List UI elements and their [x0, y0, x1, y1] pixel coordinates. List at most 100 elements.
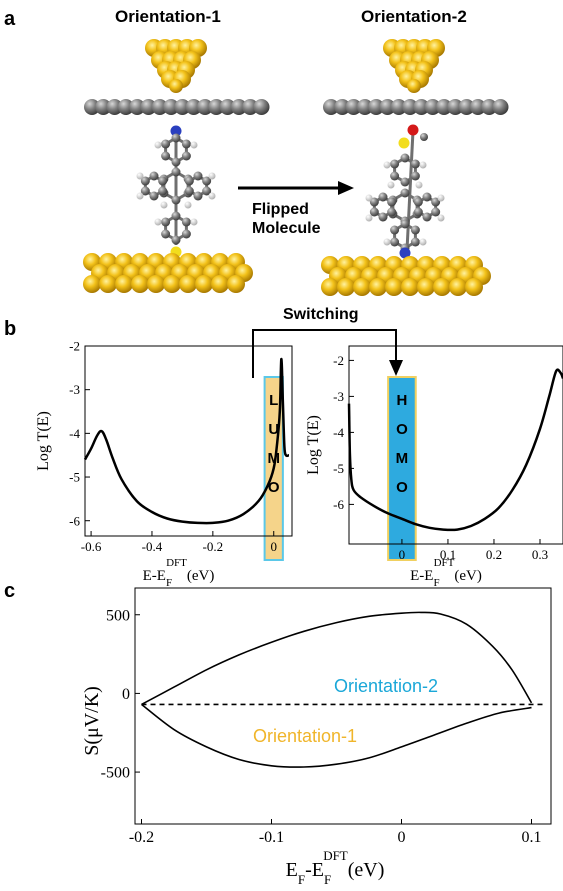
hydrogen-atom [160, 201, 168, 209]
y-axis-label: Log T(E) [305, 415, 322, 475]
carbon-atom [400, 219, 410, 229]
flipped-label-line1: Flipped [252, 201, 309, 218]
hydrogen-atom [419, 238, 427, 246]
sulfur-atom [398, 137, 410, 149]
y-tick-label: -5 [69, 470, 80, 485]
plot-frame [84, 345, 293, 537]
hydrogen-atom [190, 141, 198, 149]
carbon-atom [202, 176, 212, 186]
carbon-atom [387, 197, 397, 207]
gold-atom [169, 79, 183, 93]
x-tick-label: -0.2 [203, 539, 224, 554]
hydrogen-atom [365, 194, 373, 202]
hydrogen-atom [365, 214, 373, 222]
carbon-atom [158, 186, 168, 196]
x-tick-label: -0.1 [259, 829, 284, 846]
homo-box [387, 376, 417, 561]
hydrogen-atom [136, 192, 144, 200]
gold-atom [401, 278, 419, 296]
x-tick-label: -0.2 [129, 829, 154, 846]
molecular-junction-illustration [83, 39, 509, 296]
hydrogen-atom [437, 194, 445, 202]
switching-arrow-head [389, 360, 403, 376]
carbon-atom [378, 212, 388, 222]
carbon-atom [422, 192, 432, 202]
x-axis-label: E-EFDFT(eV) [143, 557, 215, 589]
x-tick-label: 0.3 [532, 547, 548, 562]
carbon-atom [422, 212, 432, 222]
homo-letter: O [396, 421, 408, 438]
gold-atom [115, 275, 133, 293]
carbon-atom [390, 171, 400, 181]
graphene-atom [230, 99, 247, 115]
flipped-molecule-label: Flipped Molecule [252, 200, 320, 238]
carbon-atom [149, 171, 159, 181]
panel-b-letter: b [4, 318, 17, 340]
carbon-atom [158, 176, 168, 186]
hydrogen-atom [208, 192, 216, 200]
plot-frame [134, 587, 552, 825]
hydrogen-atom [154, 218, 162, 226]
carbon-atom [181, 151, 191, 161]
carbon-atom [400, 153, 410, 163]
graphene-atom [197, 99, 213, 115]
seebeck-chart: -0.2 -0.1 0 0.1 500 0 -500 Orientation-2 Orienta… [81, 587, 552, 887]
nitrogen-atom [170, 125, 182, 137]
carbon-atom [202, 186, 212, 196]
graphene-atom [492, 99, 509, 115]
graphene-atom [447, 99, 464, 115]
carbon-atom [193, 191, 203, 201]
graphene-atom [481, 99, 498, 115]
gold-atom [385, 278, 403, 296]
homo-letter: H [397, 392, 408, 409]
x-tick-label: 0.2 [486, 547, 502, 562]
graphene-atom [219, 99, 236, 115]
carbon-atom [413, 197, 423, 207]
panel-c-letter: c [4, 580, 16, 602]
hydrogen-atom [415, 181, 423, 189]
graphene-atom [84, 99, 100, 115]
carbon-atom [184, 186, 194, 196]
graphene-atom [106, 99, 123, 115]
y-tick-label: -3 [69, 382, 80, 397]
x-axis-label: EF-EFDFT(eV) [286, 848, 385, 887]
gold-atom [179, 275, 197, 293]
lumo-letter: O [268, 479, 280, 496]
seebeck-curve-orientation-1 [141, 703, 532, 768]
switching-label: Switching [283, 306, 359, 323]
carbon-atom [161, 229, 171, 239]
y-tick-label: -4 [333, 425, 344, 440]
x-tick-label: 0 [398, 829, 406, 846]
carbon-atom [184, 176, 194, 186]
panel-a-letter: a [4, 8, 16, 30]
hydrogen-atom [419, 161, 427, 169]
graphene-atom [424, 99, 441, 115]
gold-atom [195, 275, 213, 293]
gold-atom [99, 275, 117, 293]
carbon-atom [181, 217, 191, 227]
graphene-atom [129, 99, 146, 115]
orientation-2-title: Orientation-2 [361, 7, 467, 26]
carbon-atom [413, 207, 423, 217]
lumo-letter: M [267, 450, 280, 467]
carbon-atom [420, 133, 428, 141]
graphene-atom [469, 99, 486, 115]
y-tick-label: -500 [101, 765, 130, 782]
homo-letter: O [396, 479, 408, 496]
hydrogen-atom [383, 161, 391, 169]
graphene-atom [151, 99, 168, 115]
carbon-atom [161, 217, 171, 227]
y-tick-label: 500 [106, 607, 130, 624]
hydrogen-atom [208, 172, 216, 180]
carbon-atom [410, 159, 420, 169]
gold-atom [433, 278, 451, 296]
y-tick-label: -3 [333, 389, 344, 404]
y-tick-label: -5 [333, 461, 344, 476]
graphene-atom [242, 99, 259, 115]
gold-atom [337, 278, 355, 296]
graphene-atom [95, 99, 112, 115]
transmission-curve-orientation-2 [347, 368, 563, 532]
gold-atom [407, 79, 421, 93]
carbon-atom [410, 225, 420, 235]
